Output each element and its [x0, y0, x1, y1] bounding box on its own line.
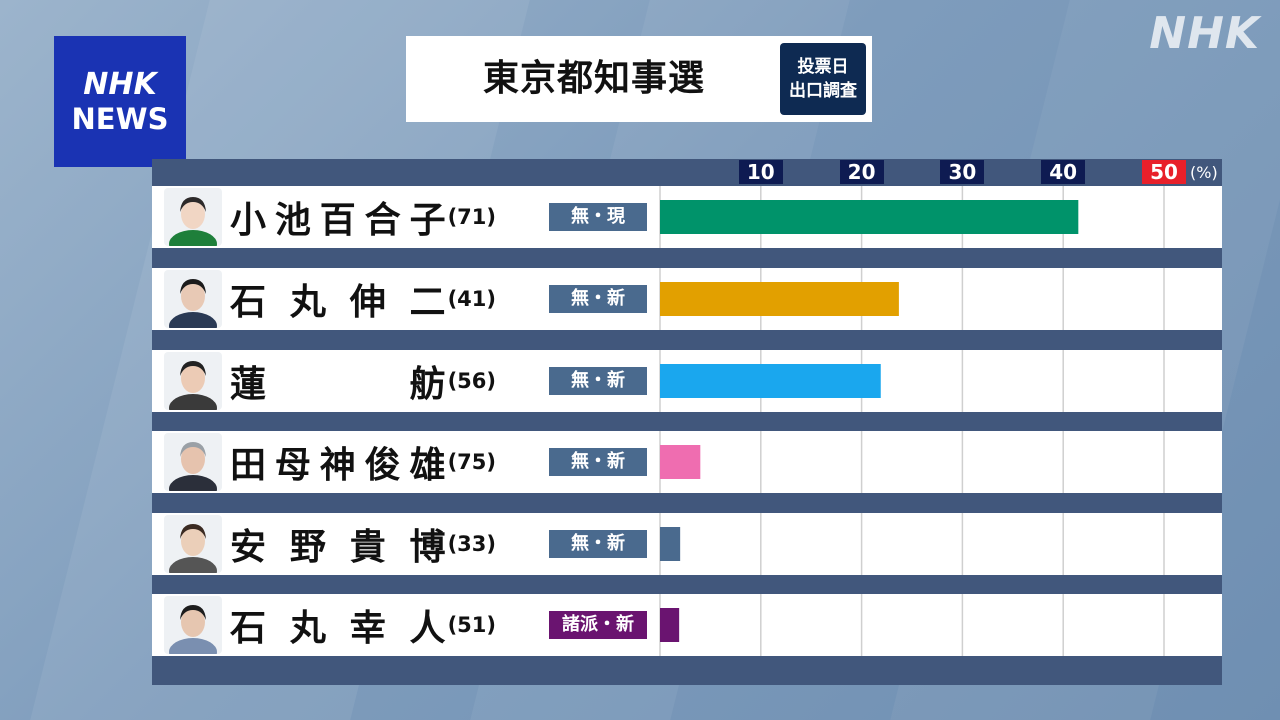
candidate-age: (56) — [447, 369, 496, 393]
candidate-name-char: 雄 — [409, 445, 446, 486]
candidate-photo — [164, 515, 222, 573]
candidate-age: (71) — [447, 205, 496, 229]
candidate-name-char: 安 — [230, 527, 267, 568]
candidate-age: (33) — [447, 532, 496, 556]
candidate-name: 小池百合子 — [230, 191, 446, 243]
x-tick-label: 50 — [1142, 160, 1186, 184]
candidate-name-char: 丸 — [289, 282, 326, 323]
candidate-age: (75) — [447, 450, 496, 474]
bar — [660, 445, 701, 479]
party-badge: 無・新 — [549, 448, 647, 476]
bar — [660, 364, 881, 398]
candidate-name-char: 舫 — [409, 364, 446, 405]
title-box: 東京都知事選 投票日 出口調査 — [406, 36, 872, 122]
candidate-name-char: 伸 — [349, 282, 386, 323]
exit-poll-badge: 投票日 出口調査 — [780, 43, 866, 115]
candidate-name-char: 田 — [230, 445, 267, 486]
candidate-name-char: 貴 — [349, 527, 386, 568]
candidate-name: 安野貴博 — [230, 518, 446, 570]
candidate-name: 石丸伸二 — [230, 273, 446, 325]
page-title: 東京都知事選 — [482, 58, 705, 99]
candidate-name: 蓮舫 — [230, 355, 446, 407]
badge-line-1: 投票日 — [797, 57, 849, 77]
candidate-name: 石丸幸人 — [230, 599, 446, 651]
party-badge: 無・現 — [549, 203, 647, 231]
candidate-name-wrap: 石丸伸二 (41) — [230, 268, 498, 330]
candidate-row: 安野貴博 (33) 無・新 — [152, 513, 1222, 575]
candidate-name-char: 人 — [409, 608, 446, 649]
candidate-name-char: 母 — [274, 445, 311, 486]
x-axis-unit: (%) — [1190, 163, 1218, 182]
candidate-name-wrap: 安野貴博 (33) — [230, 513, 498, 575]
bar — [660, 527, 681, 561]
candidate-name-char: 石 — [230, 608, 267, 649]
nhk-news-logo: NHK NEWS — [54, 36, 186, 167]
party-badge: 諸派・新 — [549, 611, 647, 639]
candidate-name-char: 池 — [274, 200, 311, 241]
candidate-name-char: 丸 — [289, 608, 326, 649]
bar — [660, 608, 680, 642]
x-tick-label: 10 — [738, 160, 783, 184]
candidate-name: 田母神俊雄 — [230, 436, 446, 488]
candidate-photo — [164, 596, 222, 654]
x-tick-label: 20 — [839, 160, 884, 184]
candidate-photo — [164, 433, 222, 491]
party-badge: 無・新 — [549, 285, 647, 313]
party-badge: 無・新 — [549, 367, 647, 395]
candidate-name-wrap: 小池百合子 (71) — [230, 186, 498, 248]
candidate-name-char: 博 — [409, 527, 446, 568]
candidate-photo — [164, 188, 222, 246]
candidate-name-wrap: 石丸幸人 (51) — [230, 594, 498, 656]
candidate-name-char: 小 — [230, 200, 267, 241]
bar — [660, 282, 899, 316]
x-tick-label: 30 — [940, 160, 985, 184]
candidate-name-char: 子 — [409, 200, 446, 241]
candidate-name-char: 二 — [409, 282, 446, 323]
bar — [660, 200, 1079, 234]
candidate-name-wrap: 蓮舫 (56) — [230, 350, 498, 412]
candidate-age: (51) — [447, 613, 496, 637]
candidate-photo — [164, 352, 222, 410]
party-badge: 無・新 — [549, 530, 647, 558]
candidate-row: 田母神俊雄 (75) 無・新 — [152, 431, 1222, 493]
candidate-name-char: 野 — [289, 527, 326, 568]
candidate-name-char: 蓮 — [230, 364, 267, 405]
candidate-photo — [164, 270, 222, 328]
candidate-age: (41) — [447, 287, 496, 311]
badge-line-2: 出口調査 — [789, 81, 857, 101]
x-tick-label: 40 — [1041, 160, 1086, 184]
bar-chart — [659, 186, 1165, 656]
candidate-name-char: 幸 — [349, 608, 386, 649]
candidate-name-char: 俊 — [364, 445, 401, 486]
logo-line-2: NEWS — [71, 101, 169, 136]
candidate-name-wrap: 田母神俊雄 (75) — [230, 431, 498, 493]
candidate-row: 石丸幸人 (51) 諸派・新 — [152, 594, 1222, 656]
candidate-name-char: 百 — [319, 200, 356, 241]
logo-line-1: NHK — [83, 66, 157, 102]
nhk-watermark: NHK — [1149, 8, 1260, 59]
candidate-name-char: 神 — [319, 445, 356, 486]
candidate-name-char: 合 — [364, 200, 401, 241]
candidate-name-char: 石 — [230, 282, 267, 323]
